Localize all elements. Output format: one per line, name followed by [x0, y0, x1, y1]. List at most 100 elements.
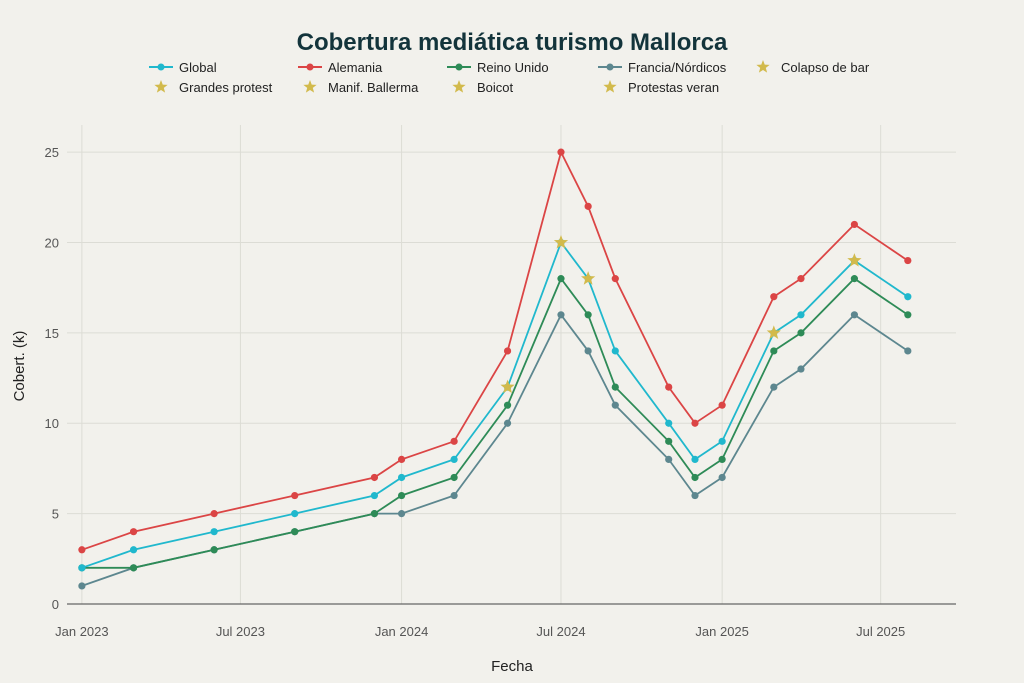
- x-tick-label: Jan 2025: [695, 624, 749, 639]
- data-point: [665, 419, 673, 427]
- data-point: [210, 510, 218, 518]
- x-axis-label: Fecha: [491, 658, 533, 675]
- legend-item[interactable]: Alemania: [298, 60, 383, 75]
- legend-marker: [306, 63, 314, 71]
- legend-item[interactable]: Global: [149, 60, 217, 75]
- data-point: [718, 401, 726, 409]
- legend-item[interactable]: Grandes protest: [154, 80, 273, 95]
- data-point: [557, 148, 565, 156]
- data-point: [584, 311, 592, 319]
- data-point: [291, 528, 299, 536]
- y-tick-label: 10: [45, 416, 59, 431]
- legend-item[interactable]: Protestas veran: [603, 80, 719, 95]
- data-point: [450, 455, 458, 463]
- data-point: [129, 528, 138, 536]
- data-point: [78, 546, 86, 554]
- legend-marker: [455, 63, 463, 71]
- legend-item[interactable]: Boicot: [452, 80, 514, 95]
- data-point: [770, 347, 778, 355]
- data-point: [718, 455, 726, 463]
- data-point: [850, 275, 859, 283]
- legend-label: Reino Unido: [477, 60, 549, 75]
- legend-item[interactable]: Francia/Nórdicos: [598, 60, 727, 75]
- data-point: [129, 564, 138, 572]
- legend-label: Colapso de bar: [781, 60, 870, 75]
- legend-label: Global: [179, 60, 217, 75]
- data-point: [611, 383, 619, 391]
- data-point: [210, 528, 218, 536]
- data-point: [691, 491, 699, 500]
- data-point: [770, 383, 778, 391]
- data-point: [584, 202, 592, 210]
- data-point: [503, 347, 512, 355]
- series-line: [81, 276, 909, 569]
- data-point: [78, 564, 86, 572]
- data-point: [291, 491, 299, 500]
- data-point: [450, 491, 458, 500]
- legend-item[interactable]: Manif. Ballerma: [303, 80, 419, 95]
- data-point: [718, 437, 726, 445]
- data-point: [665, 455, 673, 463]
- data-point: [904, 347, 912, 355]
- data-point: [850, 311, 859, 319]
- legend-item[interactable]: Colapso de bar: [756, 60, 870, 75]
- y-tick-label: 15: [45, 326, 59, 341]
- legend-label: Grandes protest: [179, 80, 273, 95]
- series-alemania: [78, 148, 912, 554]
- event-star-marker: [553, 234, 569, 249]
- data-point: [450, 437, 458, 445]
- data-point: [397, 473, 406, 482]
- series-francia-n-rdicos: [78, 311, 912, 590]
- data-point: [557, 311, 565, 319]
- data-point: [450, 473, 458, 482]
- data-point: [291, 510, 299, 518]
- legend-star-icon: [303, 80, 317, 93]
- legend-item[interactable]: Reino Unido: [447, 60, 549, 75]
- y-axis: 0 5 10 15 20 25: [45, 145, 59, 612]
- data-point: [904, 311, 912, 319]
- legend-label: Alemania: [328, 60, 383, 75]
- legend-label: Manif. Ballerma: [328, 80, 419, 95]
- legend-label: Boicot: [477, 80, 514, 95]
- data-point: [370, 473, 379, 482]
- x-tick-label: Jul 2024: [536, 624, 585, 639]
- data-point: [78, 582, 86, 590]
- data-point: [770, 293, 778, 301]
- legend-star-icon: [603, 80, 617, 93]
- data-point: [503, 419, 512, 427]
- event-star-marker: [500, 379, 515, 394]
- x-tick-label: Jul 2025: [856, 624, 905, 639]
- x-tick-label: Jan 2024: [375, 624, 429, 639]
- y-tick-label: 25: [45, 145, 59, 160]
- data-point: [397, 455, 406, 463]
- legend-marker: [157, 63, 165, 71]
- data-point: [691, 473, 699, 482]
- legend-label: Francia/Nórdicos: [628, 60, 727, 75]
- data-point: [611, 401, 619, 409]
- data-point: [797, 311, 805, 319]
- data-point: [503, 401, 512, 409]
- data-point: [584, 347, 592, 355]
- data-point: [370, 491, 379, 500]
- legend-label: Protestas veran: [628, 80, 719, 95]
- series-layer: [78, 148, 912, 590]
- legend-star-icon: [154, 80, 168, 93]
- data-point: [611, 347, 619, 355]
- data-point: [665, 383, 673, 391]
- y-tick-label: 20: [45, 235, 59, 250]
- y-tick-label: 5: [52, 507, 59, 522]
- series-line: [81, 240, 909, 569]
- legend-marker: [606, 63, 614, 71]
- data-point: [797, 329, 805, 337]
- data-point: [557, 275, 565, 283]
- y-axis-label: Cobert. (k): [11, 331, 28, 402]
- data-point: [665, 437, 673, 445]
- chart-title: Cobertura mediática turismo Mallorca: [297, 29, 728, 56]
- event-star-marker: [847, 253, 862, 267]
- data-point: [210, 546, 218, 554]
- x-axis: Jan 2023 Jul 2023 Jan 2024 Jul 2024 Jan 2025…: [55, 624, 905, 639]
- data-point: [397, 491, 406, 500]
- data-point: [797, 365, 805, 373]
